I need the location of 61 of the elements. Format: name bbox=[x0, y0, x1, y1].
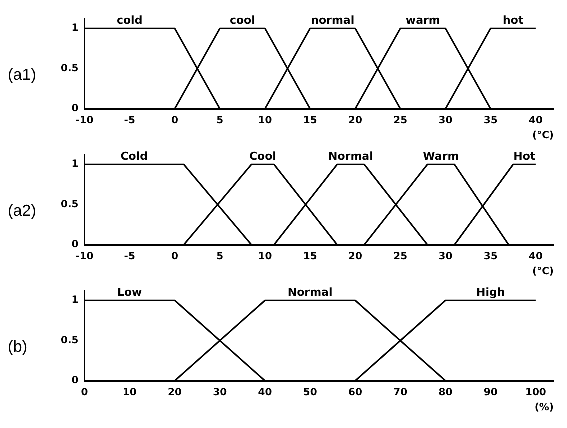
series-label: Cold bbox=[120, 150, 148, 163]
x-tick-label: 30 bbox=[438, 116, 453, 127]
text: (a1) bbox=[8, 67, 38, 85]
x-tick-label: 90 bbox=[484, 388, 498, 399]
y-tick-label: 1 bbox=[72, 159, 79, 170]
x-axis-title: (%) bbox=[534, 402, 554, 414]
y-tick-label: 0 bbox=[72, 240, 79, 251]
x-axis-title: (°C) bbox=[532, 266, 554, 278]
x-tick-label: 40 bbox=[528, 252, 543, 263]
text: (a2) bbox=[8, 203, 38, 221]
text: (b) bbox=[8, 339, 29, 357]
series-label: normal bbox=[311, 14, 355, 27]
x-tick-label: 35 bbox=[484, 116, 498, 127]
x-tick-label: -5 bbox=[124, 116, 136, 127]
y-tick-label: 0.5 bbox=[60, 63, 79, 74]
x-tick-label: 15 bbox=[303, 116, 318, 127]
x-tick-label: 100 bbox=[526, 388, 546, 399]
x-tick-label: -10 bbox=[76, 252, 94, 263]
x-tick-label: 10 bbox=[258, 252, 272, 263]
x-tick-label: 5 bbox=[216, 116, 224, 127]
x-tick-label: 30 bbox=[438, 252, 453, 263]
x-tick-label: 20 bbox=[348, 116, 362, 127]
x-tick-label: 20 bbox=[348, 252, 362, 263]
series-label: cool bbox=[230, 14, 256, 27]
series-label: Hot bbox=[514, 150, 536, 163]
x-tick-label: 50 bbox=[303, 388, 318, 399]
x-tick-label: 80 bbox=[438, 388, 453, 399]
y-tick-label: 0 bbox=[72, 376, 79, 387]
series-label: Normal bbox=[288, 286, 333, 299]
x-axis-title: (°C) bbox=[532, 130, 554, 142]
x-tick-label: 20 bbox=[168, 388, 182, 399]
series-label: Normal bbox=[328, 150, 374, 163]
series-label: Cool bbox=[249, 150, 276, 163]
series-label: Low bbox=[117, 286, 142, 299]
x-tick-label: 15 bbox=[303, 252, 318, 263]
x-tick-label: -10 bbox=[76, 116, 94, 127]
x-tick-label: 0 bbox=[81, 388, 88, 399]
x-tick-label: 25 bbox=[394, 252, 408, 263]
x-tick-label: 60 bbox=[348, 388, 362, 399]
x-tick-label: 30 bbox=[213, 388, 228, 399]
x-tick-label: 35 bbox=[484, 252, 498, 263]
x-tick-label: 5 bbox=[216, 252, 224, 263]
y-tick-label: 0 bbox=[72, 104, 79, 115]
x-tick-label: 70 bbox=[394, 388, 408, 399]
series-label: High bbox=[476, 286, 506, 299]
x-tick-label: 0 bbox=[171, 252, 178, 263]
x-tick-label: 40 bbox=[258, 388, 272, 399]
x-tick-label: 0 bbox=[171, 116, 178, 127]
series-label: Warm bbox=[423, 150, 460, 163]
y-tick-label: 1 bbox=[72, 295, 79, 306]
x-tick-label: 25 bbox=[394, 116, 408, 127]
series-label: warm bbox=[406, 14, 440, 27]
y-tick-label: 1 bbox=[72, 23, 79, 34]
series-label: hot bbox=[503, 14, 524, 27]
x-tick-label: 10 bbox=[122, 388, 137, 399]
series-label: cold bbox=[116, 14, 143, 27]
y-tick-label: 0.5 bbox=[60, 335, 79, 346]
x-tick-label: -5 bbox=[124, 252, 136, 263]
x-tick-label: 10 bbox=[258, 116, 272, 127]
y-tick-label: 0.5 bbox=[60, 199, 79, 210]
x-tick-label: 40 bbox=[528, 116, 543, 127]
